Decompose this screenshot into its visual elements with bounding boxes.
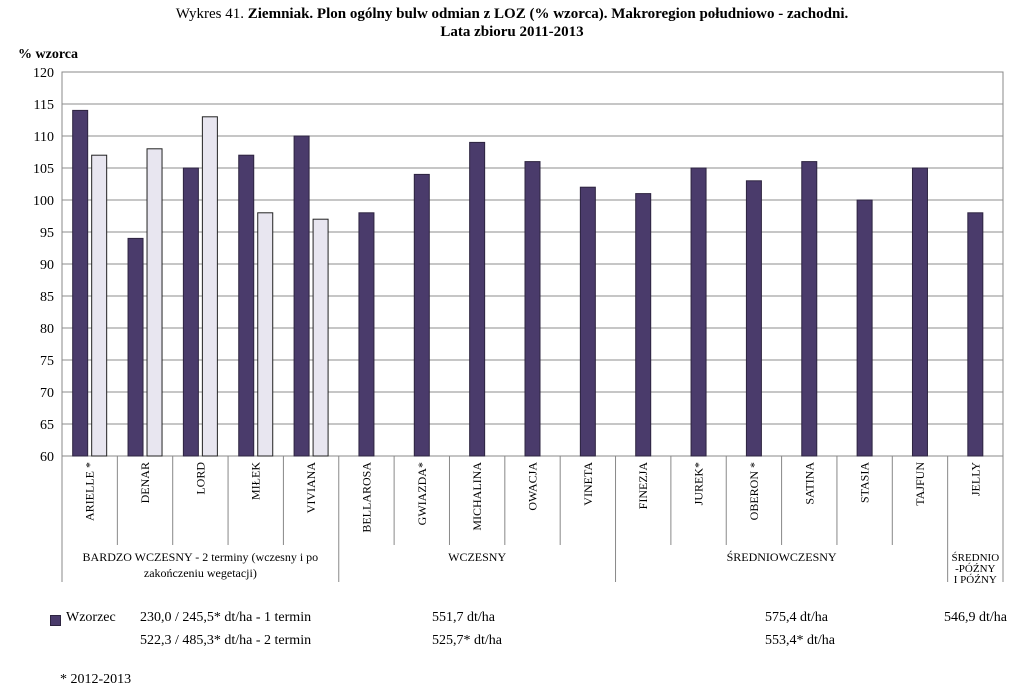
bar-wzorzec	[635, 193, 652, 457]
x-tick-label: DENAR	[138, 462, 152, 503]
bar-wzorzec	[182, 167, 199, 457]
bar-wzorzec	[358, 212, 375, 457]
footer-row1-g2: 551,7 dt/ha	[432, 610, 495, 625]
bar-series2	[91, 154, 108, 457]
bar-wzorzec	[911, 167, 928, 457]
y-tick-label: 65	[40, 418, 54, 433]
bar-wzorzec	[579, 186, 596, 457]
footer-row1-g1: 230,0 / 245,5* dt/ha - 1 termin	[140, 610, 312, 625]
group-label-line2: zakończeniu wegetacji)	[144, 566, 257, 580]
group-label-line1: BARDZO WCZESNY - 2 terminy (wczesny i po	[83, 550, 319, 564]
footnote: * 2012-2013	[60, 672, 132, 687]
y-tick-label: 80	[40, 322, 54, 337]
y-tick-label: 60	[40, 450, 54, 465]
y-tick-label: 95	[40, 226, 54, 241]
x-tick-label: GWIAZDA*	[415, 462, 429, 525]
y-tick-label: 115	[34, 98, 54, 113]
y-tick-label: 90	[40, 258, 54, 273]
x-tick-label: VIVIANA	[304, 462, 318, 514]
y-tick-label: 75	[40, 354, 54, 369]
chart-title-bold: Ziemniak. Plon ogólny bulw odmian z LOZ …	[247, 6, 849, 22]
bar-series2	[257, 212, 274, 457]
bar-wzorzec	[856, 199, 873, 457]
bar-wzorzec	[413, 173, 430, 457]
y-axis-label: % wzorca	[18, 47, 78, 62]
x-tick-label: BELLAROSA	[359, 462, 373, 533]
y-tick-label: 120	[33, 66, 54, 81]
footer-row1-g3: 575,4 dt/ha	[765, 610, 828, 625]
bar-wzorzec	[801, 161, 818, 457]
y-tick-label: 105	[33, 162, 54, 177]
chart-title: Wykres 41. Ziemniak. Plon ogólny bulw od…	[0, 5, 1024, 41]
bar-wzorzec	[293, 135, 310, 457]
x-tick-label: OWACJA	[526, 462, 540, 511]
x-tick-label: MICHALINA	[470, 462, 484, 531]
footer-row2-g2: 525,7* dt/ha	[432, 633, 502, 648]
y-tick-label: 70	[40, 386, 54, 401]
legend-swatch-wzorzec	[50, 615, 61, 626]
group-label: ŚREDNIOWCZESNY	[727, 550, 837, 564]
x-tick-label: MIŁEK	[249, 462, 263, 500]
x-tick-label: OBERON *	[747, 462, 761, 520]
x-tick-label: FINEZJA	[636, 462, 650, 510]
bar-wzorzec	[72, 109, 89, 457]
x-tick-label: ARIELLE *	[83, 462, 97, 521]
footer-row2-g1: 522,3 / 485,3* dt/ha - 2 termin	[140, 633, 312, 648]
y-tick-label: 110	[34, 130, 54, 145]
x-tick-label: STASIA	[858, 462, 872, 503]
bar-wzorzec	[690, 167, 707, 457]
y-tick-label: 100	[33, 194, 54, 209]
y-tick-label: 85	[40, 290, 54, 305]
chart-subtitle: Lata zbioru 2011-2013	[440, 24, 584, 40]
x-tick-label: JUREK*	[692, 462, 706, 505]
legend-label: Wzorzec	[66, 610, 116, 625]
footer-row2-g3: 553,4* dt/ha	[765, 633, 835, 648]
bar-series2	[201, 116, 218, 457]
bar-series2	[146, 148, 163, 457]
bar-wzorzec	[469, 141, 486, 457]
group-label-line3: I PÓŹNY	[954, 574, 997, 586]
group-label-line1: ŚREDNIO	[951, 552, 999, 564]
x-tick-label: TAJFUN	[913, 462, 927, 506]
bar-wzorzec	[238, 154, 255, 457]
bar-wzorzec	[524, 161, 541, 457]
bar-wzorzec	[127, 237, 144, 457]
bar-wzorzec	[967, 212, 984, 457]
group-label: WCZESNY	[448, 550, 506, 564]
x-tick-label: VINETA	[581, 462, 595, 506]
x-tick-label: SATINA	[802, 462, 816, 505]
bar-series2	[312, 218, 329, 457]
footer-row1-g4: 546,9 dt/ha	[944, 610, 1007, 625]
x-tick-label: LORD	[193, 462, 207, 495]
chart-title-prefix: Wykres 41.	[175, 6, 248, 22]
bar-wzorzec	[745, 180, 762, 457]
group-label-line2: -PÓŹNY	[955, 563, 995, 575]
x-tick-label: JELLY	[968, 462, 982, 496]
